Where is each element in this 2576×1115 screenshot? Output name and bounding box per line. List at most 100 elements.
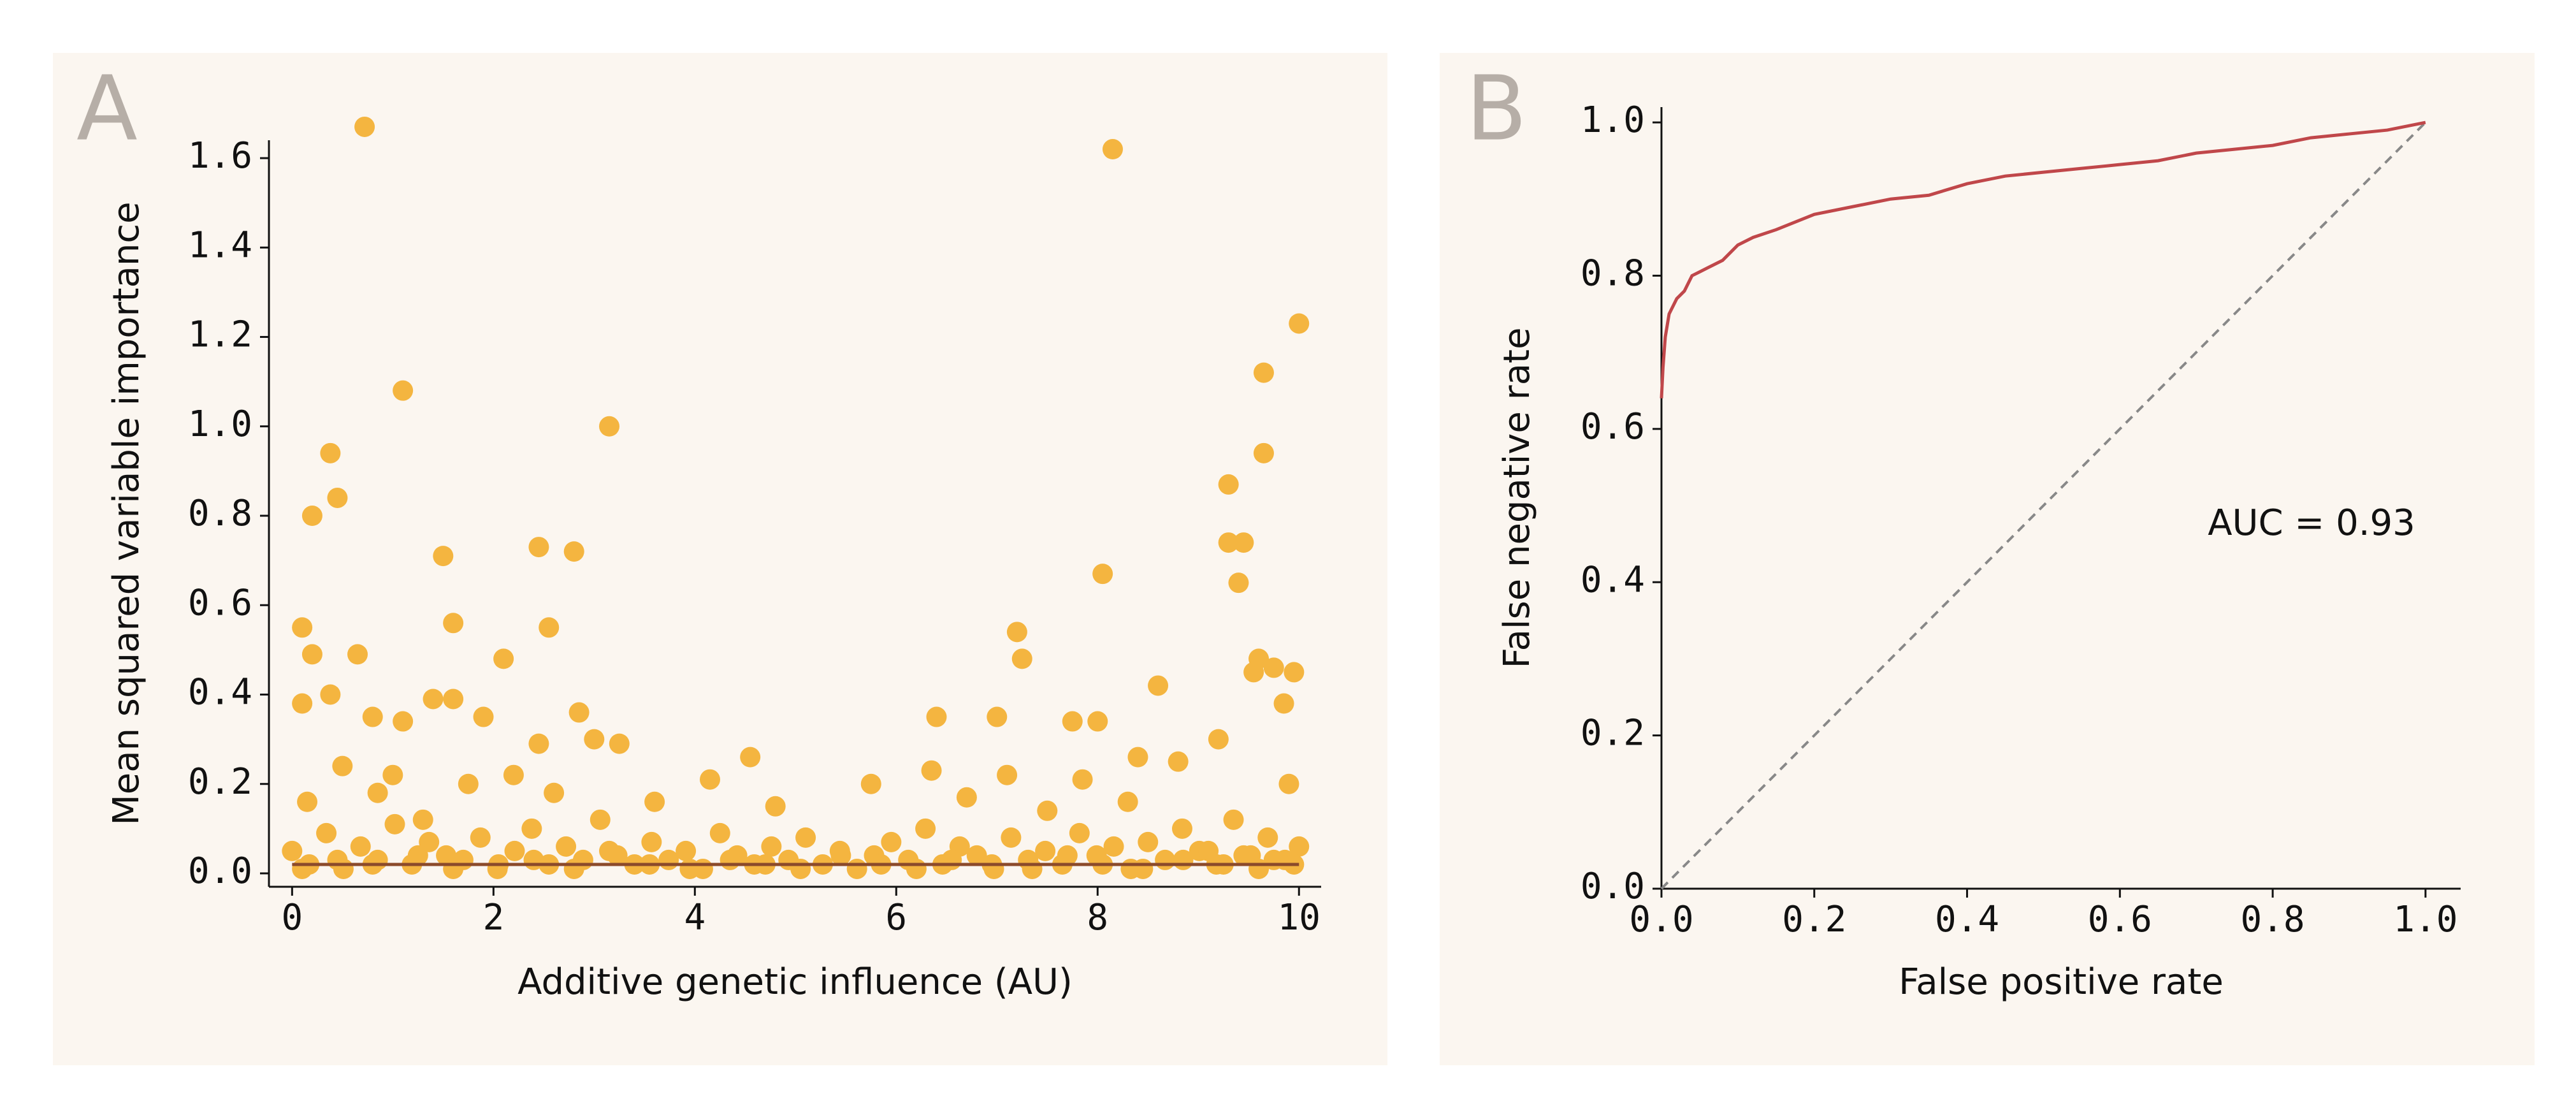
point [830,845,851,866]
point [1253,442,1274,463]
point [1069,822,1090,843]
point [528,537,549,558]
point [590,809,611,830]
point [987,706,1008,727]
point [609,733,630,754]
point [699,769,720,790]
point [1127,747,1148,768]
point [407,845,428,866]
y-tick-label: 1.2 [188,314,252,356]
point [1037,800,1058,821]
annotation: AUC = 0.93 [2208,502,2415,544]
panel-background [1440,53,2535,1065]
point [906,858,927,879]
point [1117,791,1138,812]
point [1289,836,1310,857]
y-tick-label: 1.4 [188,224,252,266]
x-tick-label: 4 [684,897,706,938]
point [292,858,313,879]
point [1278,773,1299,794]
x-tick-label: 0.2 [1782,899,1846,940]
y-tick-label: 0.4 [188,672,252,713]
y-tick-label: 0.4 [1581,559,1645,601]
point [354,116,375,137]
point [921,760,942,781]
y-tick-label: 0.0 [188,850,252,892]
point [761,836,782,857]
point [297,791,318,812]
point [301,506,322,527]
point [584,729,605,750]
point [568,702,590,723]
panel-background [53,53,1387,1065]
point [316,822,337,843]
x-tick-label: 8 [1087,897,1108,938]
point [544,782,565,803]
point [1103,836,1124,857]
panel-label: A [76,57,138,161]
chance-line [1660,121,2427,890]
y-axis-label: Mean squared variable importance [106,201,147,825]
point [795,827,816,848]
point [679,858,700,879]
point [423,689,444,710]
point [941,849,962,870]
point [470,827,491,848]
point [563,541,584,562]
point [1253,362,1274,383]
point [1273,693,1294,714]
point [1243,662,1264,683]
point [1263,657,1284,678]
point [539,617,560,638]
y-axis-label: False negative rate [1496,328,1538,669]
point [1263,849,1284,870]
point [504,840,525,861]
point [915,818,936,839]
point [1173,849,1194,870]
y-tick-label: 0.6 [1581,406,1645,448]
point [1057,845,1078,866]
point [1218,532,1239,553]
point [412,809,433,830]
point [599,416,620,437]
panel-label: B [1466,57,1527,161]
point [503,764,524,785]
point [641,831,662,852]
point [1218,474,1239,495]
point [966,845,987,866]
point [676,840,697,861]
point [1072,769,1093,790]
point [1102,139,1123,160]
point [644,791,665,812]
y-tick-label: 0.2 [188,761,252,803]
point [1001,827,1022,848]
point [1035,840,1056,861]
y-tick-label: 1.0 [1581,99,1645,141]
point [956,787,977,808]
y-tick-label: 0.6 [188,582,252,623]
point [350,836,371,857]
point [1138,831,1159,852]
y-tick-label: 1.0 [188,404,252,445]
point [1198,840,1219,861]
point [320,684,341,705]
point [1092,564,1113,585]
x-tick-label: 0.0 [1629,899,1693,940]
point [433,546,454,567]
point [926,706,947,727]
point [292,617,313,638]
point [282,840,303,861]
point [493,648,514,669]
y-tick-label: 1.6 [188,135,252,177]
point [881,831,902,852]
y-tick-label: 0.0 [1581,866,1645,907]
point [1233,845,1254,866]
x-tick-label: 2 [482,897,504,938]
point [1168,751,1189,772]
x-axis-label: False positive rate [1899,961,2224,1003]
point [1132,858,1154,879]
point [1087,711,1108,732]
point [1062,711,1083,732]
point [720,849,741,870]
